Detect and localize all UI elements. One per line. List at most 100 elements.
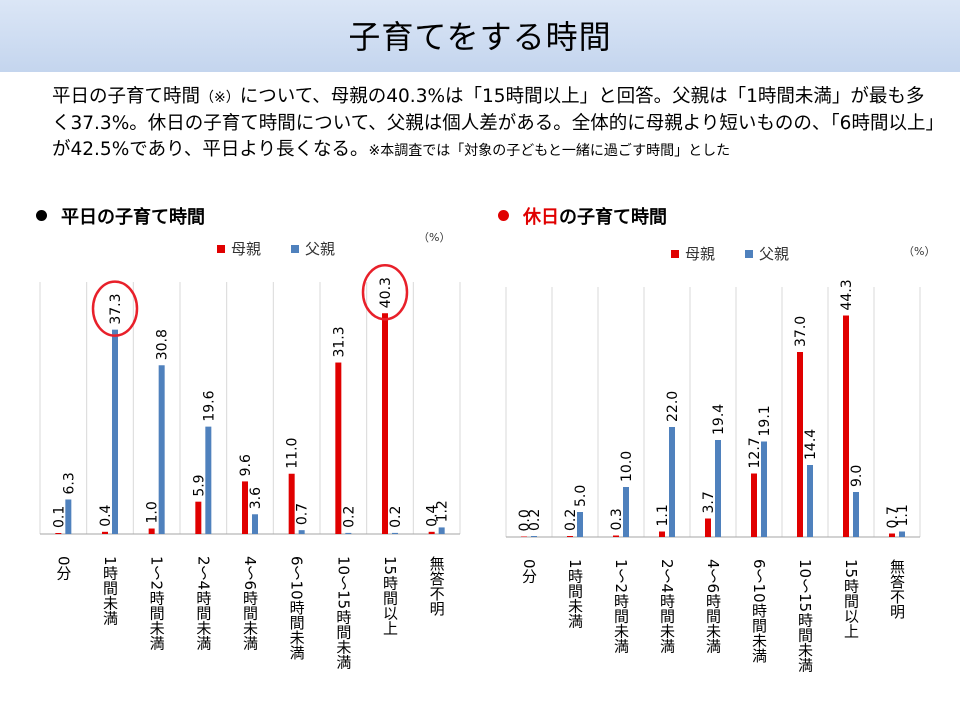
father-bar	[345, 532, 352, 534]
father-bar	[65, 499, 72, 534]
mother-bar	[335, 362, 342, 534]
bullet-icon	[498, 210, 509, 221]
data-label: 1.2	[435, 500, 451, 522]
holiday-heading-prefix: 休日	[523, 207, 559, 228]
legend-swatch	[217, 245, 225, 253]
mother-bar	[889, 533, 895, 537]
father-bar	[761, 441, 767, 537]
category-label: 10～15時間未満	[334, 556, 352, 669]
data-label: 0.4	[98, 504, 114, 526]
category-label: 1～2時間未満	[612, 559, 630, 653]
category-label: 15時間以上	[381, 556, 399, 635]
category-label: 4～6時間未満	[704, 559, 722, 653]
data-label: 0.0	[517, 509, 533, 531]
legend-swatch	[671, 250, 679, 258]
data-label: 31.3	[331, 326, 347, 357]
data-label: 11.0	[285, 438, 301, 469]
mother-bar	[428, 531, 435, 534]
mother-bar	[55, 533, 62, 534]
category-label: 1時間未満	[101, 556, 119, 626]
data-label: 0.1	[51, 506, 67, 528]
category-label: 0分	[54, 556, 72, 582]
highlight-circle	[91, 280, 139, 337]
data-label: 0.2	[388, 506, 404, 528]
summary-text-rest: について、母親の40.3%は「15時間以上」と回答。父親は「1時間未満」が最も多…	[52, 86, 935, 160]
mother-bar	[659, 531, 665, 537]
data-label: 9.0	[849, 465, 865, 487]
legend-label: 父親	[759, 245, 789, 263]
holiday-heading: 休日の子育て時間	[498, 203, 667, 229]
data-label: 3.6	[248, 487, 264, 509]
data-label: 5.9	[191, 474, 207, 496]
father-bar	[623, 487, 629, 537]
father-bar	[112, 329, 118, 534]
highlight-circle	[361, 263, 409, 321]
father-bar	[392, 532, 398, 534]
father-bar	[252, 514, 258, 534]
holiday-heading-suffix: の子育て時間	[559, 207, 667, 228]
mother-bar	[613, 535, 619, 537]
summary-paragraph: 平日の子育て時間（※）について、母親の40.3%は「15時間以上」と回答。父親は…	[52, 84, 942, 164]
category-label: 6～10時間未満	[288, 556, 306, 660]
father-bar	[531, 536, 537, 537]
data-label: 0.3	[609, 508, 625, 530]
data-label: 1.1	[895, 504, 911, 526]
summary-note-mark: （※）	[200, 90, 240, 106]
category-label: 2～4時間未満	[658, 559, 676, 653]
data-label: 0.2	[341, 506, 357, 528]
category-label: 4～6時間未満	[241, 556, 259, 650]
data-label: 19.4	[711, 404, 727, 435]
category-label: 無答不明	[888, 559, 906, 620]
data-label: 6.3	[61, 472, 77, 494]
weekday-heading: 平日の子育て時間	[36, 203, 205, 229]
data-label: 14.4	[803, 429, 819, 460]
data-label: 44.3	[839, 279, 855, 310]
mother-bar	[195, 501, 202, 534]
data-label: 0.4	[425, 504, 441, 526]
unit-label: （%）	[903, 245, 935, 258]
legend-swatch	[291, 245, 299, 253]
mother-bar	[751, 473, 757, 537]
data-label: 19.1	[757, 405, 773, 436]
father-bar	[669, 427, 675, 537]
mother-bar	[567, 536, 573, 537]
data-label: 37.0	[793, 316, 809, 347]
data-label: 19.6	[201, 390, 217, 421]
category-label: 1～2時間未満	[148, 556, 166, 650]
mother-bar	[705, 518, 711, 537]
data-label: 9.6	[238, 454, 254, 476]
bullet-icon	[36, 210, 47, 221]
data-label: 0.7	[885, 506, 901, 528]
category-label: 1時間未満	[566, 559, 584, 629]
legend-label: 父親	[305, 240, 335, 258]
chart-holiday: 母親 父親 （%）0.0 0.2 0.3 1.13.712.737.044.30.70.2…	[505, 245, 935, 672]
category-label: 無答不明	[428, 556, 446, 617]
data-label: 10.0	[619, 451, 635, 482]
category-label: 0分	[520, 559, 538, 585]
mother-bar	[521, 536, 527, 537]
data-label: 12.7	[747, 437, 763, 468]
summary-text-start: 平日の子育て時間	[52, 86, 201, 107]
father-bar	[438, 527, 445, 534]
mother-bar	[242, 481, 248, 534]
data-label: 5.0	[573, 485, 589, 507]
mother-bar	[102, 531, 108, 534]
page-title: 子育てをする時間	[348, 18, 612, 56]
legend-label: 母親	[685, 245, 715, 263]
mother-bar	[288, 473, 295, 534]
data-label: 40.3	[378, 277, 394, 308]
data-label: 0.2	[563, 509, 579, 531]
title-bar: 子育てをする時間	[0, 0, 960, 72]
data-label: 0.2	[527, 509, 543, 531]
father-bar	[577, 512, 583, 537]
father-bar	[205, 426, 212, 534]
father-bar	[158, 365, 165, 534]
father-bar	[715, 440, 721, 537]
data-label: 1.0	[145, 501, 161, 523]
weekday-heading-text: 平日の子育て時間	[61, 207, 205, 228]
data-label: 37.3	[108, 293, 124, 324]
father-bar	[853, 492, 859, 537]
summary-footnote: ※本調査では「対象の子どもと一緒に過ごす時間」とした	[368, 143, 731, 159]
data-label: 22.0	[665, 391, 681, 422]
